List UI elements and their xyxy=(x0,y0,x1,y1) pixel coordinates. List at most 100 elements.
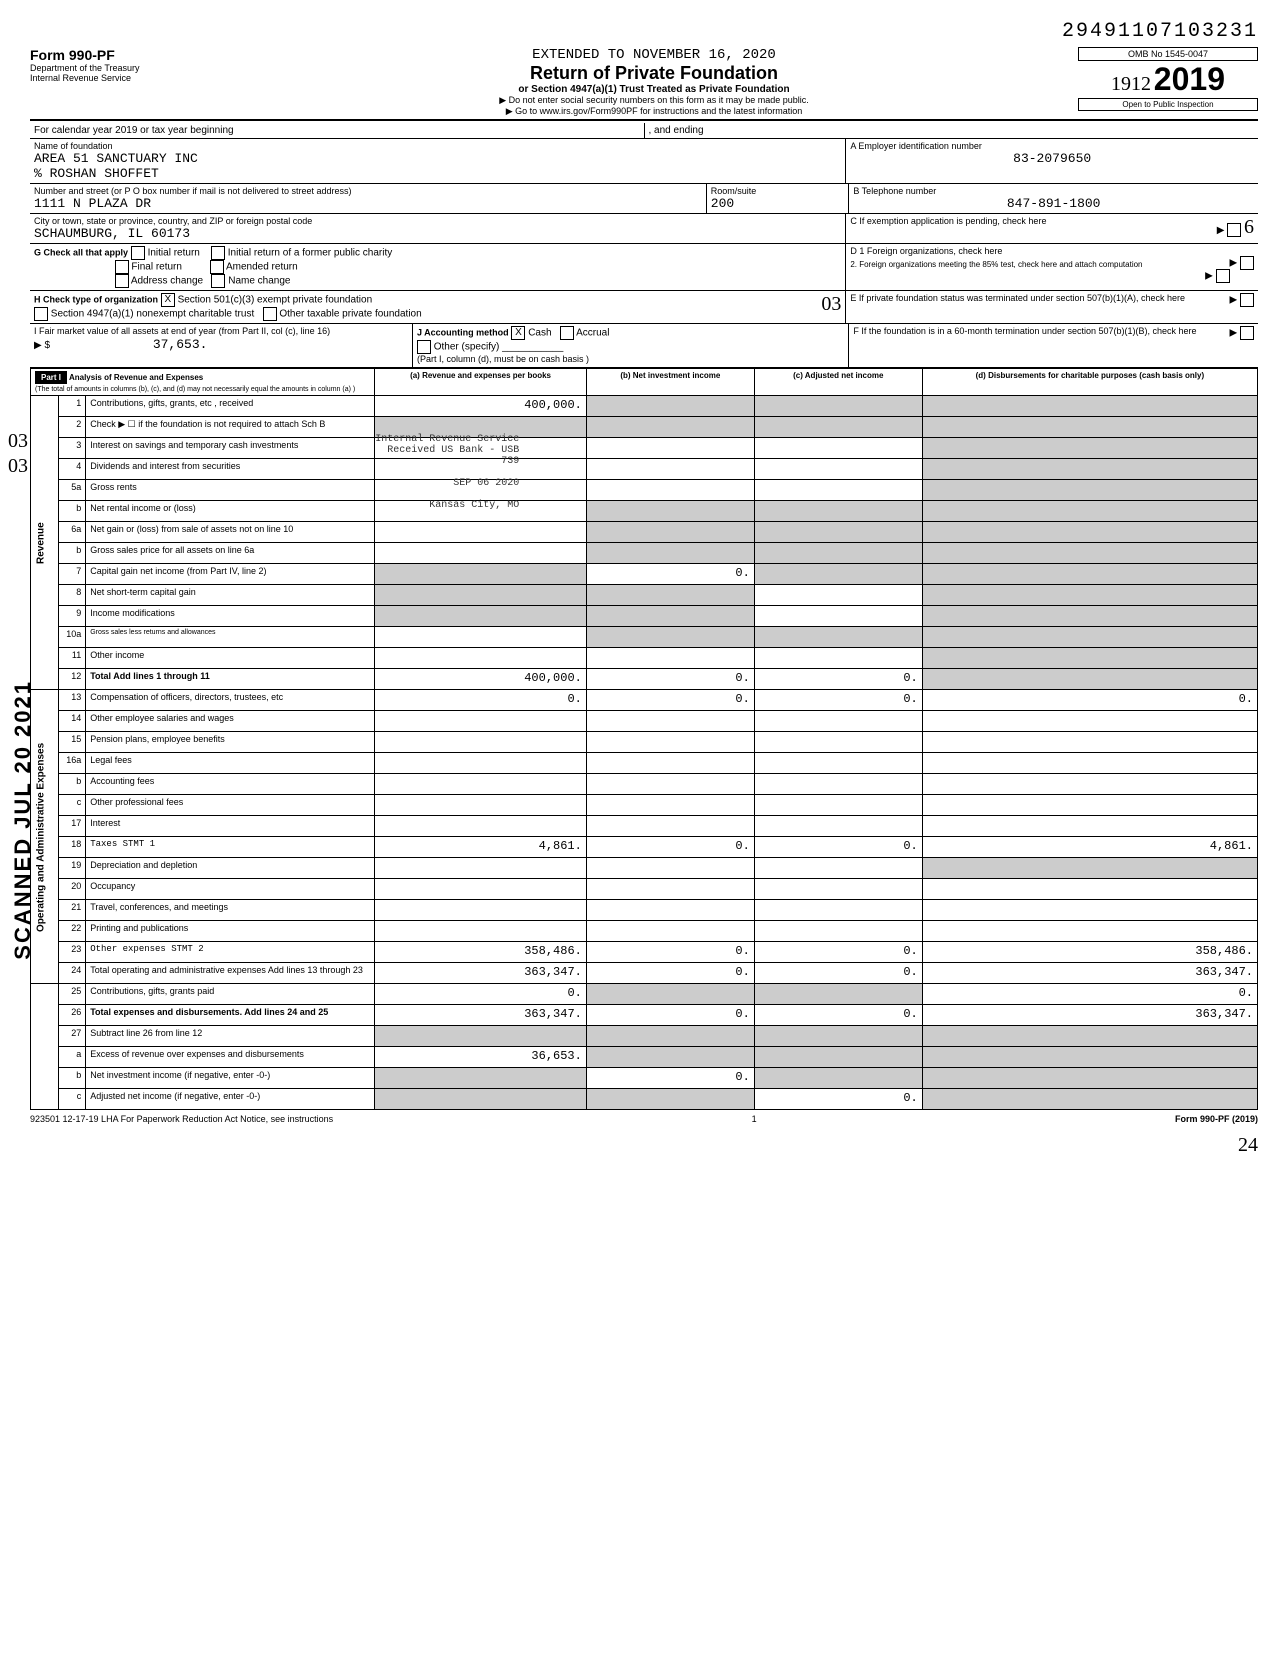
d1-checkbox[interactable] xyxy=(1240,256,1254,270)
j-cash-checkbox[interactable]: X xyxy=(511,326,525,340)
line-desc: Check ▶ ☐ if the foundation is not requi… xyxy=(86,417,375,438)
l13-a: 0. xyxy=(375,690,587,711)
l12-a: 400,000. xyxy=(375,669,587,690)
line-desc: Gross sales price for all assets on line… xyxy=(86,543,375,564)
g-final: Final return xyxy=(131,262,182,273)
line-no: 27 xyxy=(59,1026,86,1047)
g-amended-checkbox[interactable] xyxy=(210,260,224,274)
l18-b: 0. xyxy=(586,837,754,858)
l24-d: 363,347. xyxy=(922,963,1257,984)
l13-b: 0. xyxy=(586,690,754,711)
f-checkbox[interactable] xyxy=(1240,326,1254,340)
hw-03-left2: 03 xyxy=(8,455,28,478)
name-label: Name of foundation xyxy=(34,141,841,151)
line-desc: Pension plans, employee benefits xyxy=(86,732,375,753)
cal-year-label: For calendar year 2019 or tax year begin… xyxy=(34,125,234,136)
g-initial-checkbox[interactable] xyxy=(131,246,145,260)
line-desc: Other income xyxy=(86,648,375,669)
l26-c: 0. xyxy=(754,1005,922,1026)
l24-c: 0. xyxy=(754,963,922,984)
line-desc: Accounting fees xyxy=(86,774,375,795)
g-final-checkbox[interactable] xyxy=(115,260,129,274)
l24-b: 0. xyxy=(586,963,754,984)
document-code: 29491107103231 xyxy=(30,20,1258,43)
l23-b: 0. xyxy=(586,942,754,963)
e-checkbox[interactable] xyxy=(1240,293,1254,307)
l27c-c: 0. xyxy=(754,1089,922,1110)
footer-left: 923501 12-17-19 LHA For Paperwork Reduct… xyxy=(30,1114,333,1124)
tax-year: 2019 xyxy=(1154,61,1225,97)
ending-label: , and ending xyxy=(649,125,704,136)
h-opt3: Other taxable private foundation xyxy=(279,309,421,320)
c-checkbox[interactable] xyxy=(1227,223,1241,237)
d2-label: 2. Foreign organizations meeting the 85%… xyxy=(850,260,1254,269)
line-desc: Interest xyxy=(86,816,375,837)
line-desc: Taxes STMT 1 xyxy=(86,837,375,858)
line-no: 4 xyxy=(59,459,86,480)
g-amended: Amended return xyxy=(226,262,298,273)
line-no: 26 xyxy=(59,1005,86,1026)
line-desc: Depreciation and depletion xyxy=(86,858,375,879)
c-label: C If exemption application is pending, c… xyxy=(850,216,1046,226)
line-no: 14 xyxy=(59,711,86,732)
foundation-name: AREA 51 SANCTUARY INC xyxy=(34,151,841,166)
g-name-change: Name change xyxy=(228,276,290,287)
g-initial-former-checkbox[interactable] xyxy=(211,246,225,260)
phone-value: 847-891-1800 xyxy=(853,196,1254,211)
line-no: 1 xyxy=(59,396,86,417)
line-no: 15 xyxy=(59,732,86,753)
col-b-header: (b) Net investment income xyxy=(586,369,754,396)
l18-a: 4,861. xyxy=(375,837,587,858)
l26-b: 0. xyxy=(586,1005,754,1026)
line-no: 6a xyxy=(59,522,86,543)
room-label: Room/suite xyxy=(711,186,845,196)
l26-d: 363,347. xyxy=(922,1005,1257,1026)
form-header: Form 990-PF Department of the Treasury I… xyxy=(30,47,1258,117)
h-opt2-checkbox[interactable] xyxy=(34,307,48,321)
line-desc: Other expenses STMT 2 xyxy=(86,942,375,963)
j-other-checkbox[interactable] xyxy=(417,340,431,354)
l24-a: 363,347. xyxy=(375,963,587,984)
form-warning: ▶ Do not enter social security numbers o… xyxy=(230,95,1078,106)
line-desc: Income modifications xyxy=(86,606,375,627)
omb-number: OMB No 1545-0047 xyxy=(1078,47,1258,61)
ein-label: A Employer identification number xyxy=(850,141,1254,151)
g-addr-change: Address change xyxy=(131,276,203,287)
addr-label: Number and street (or P O box number if … xyxy=(34,186,702,196)
line-no: 22 xyxy=(59,921,86,942)
col-d-header: (d) Disbursements for charitable purpose… xyxy=(922,369,1257,396)
line-no: 11 xyxy=(59,648,86,669)
revenue-section-label: Revenue xyxy=(31,396,59,690)
h-opt3-checkbox[interactable] xyxy=(263,307,277,321)
line-no: c xyxy=(59,795,86,816)
line-no: 8 xyxy=(59,585,86,606)
l23-d: 358,486. xyxy=(922,942,1257,963)
g-initial: Initial return xyxy=(148,248,200,259)
hw-03-top: 03 xyxy=(821,293,841,316)
scanned-stamp: SCANNED JUL 20 2021 xyxy=(10,680,36,960)
l26-a: 363,347. xyxy=(375,1005,587,1026)
line-no: 19 xyxy=(59,858,86,879)
line-no: 10a xyxy=(59,627,86,648)
line-no: b xyxy=(59,1068,86,1089)
handwritten-year: 1912 xyxy=(1111,73,1151,96)
footer-center: 1 xyxy=(752,1114,757,1124)
g-addr-checkbox[interactable] xyxy=(115,274,129,288)
line-no: 9 xyxy=(59,606,86,627)
line-desc: Subtract line 26 from line 12 xyxy=(86,1026,375,1047)
ein-value: 83-2079650 xyxy=(850,151,1254,166)
j-accrual-checkbox[interactable] xyxy=(560,326,574,340)
line-no: 5a xyxy=(59,480,86,501)
line-desc: Other employee salaries and wages xyxy=(86,711,375,732)
city-value: SCHAUMBURG, IL 60173 xyxy=(34,226,841,241)
line-desc: Legal fees xyxy=(86,753,375,774)
l27a-a: 36,653. xyxy=(375,1047,587,1068)
irs-label: Internal Revenue Service xyxy=(30,73,230,83)
form-subtitle: or Section 4947(a)(1) Trust Treated as P… xyxy=(230,84,1078,95)
l25-a: 0. xyxy=(375,984,587,1005)
d2-checkbox[interactable] xyxy=(1216,269,1230,283)
h-opt1-checkbox[interactable]: X xyxy=(161,293,175,307)
g-name-checkbox[interactable] xyxy=(211,274,225,288)
care-of: % ROSHAN SHOFFET xyxy=(34,166,841,181)
line-desc: Dividends and interest from securities xyxy=(86,459,375,480)
